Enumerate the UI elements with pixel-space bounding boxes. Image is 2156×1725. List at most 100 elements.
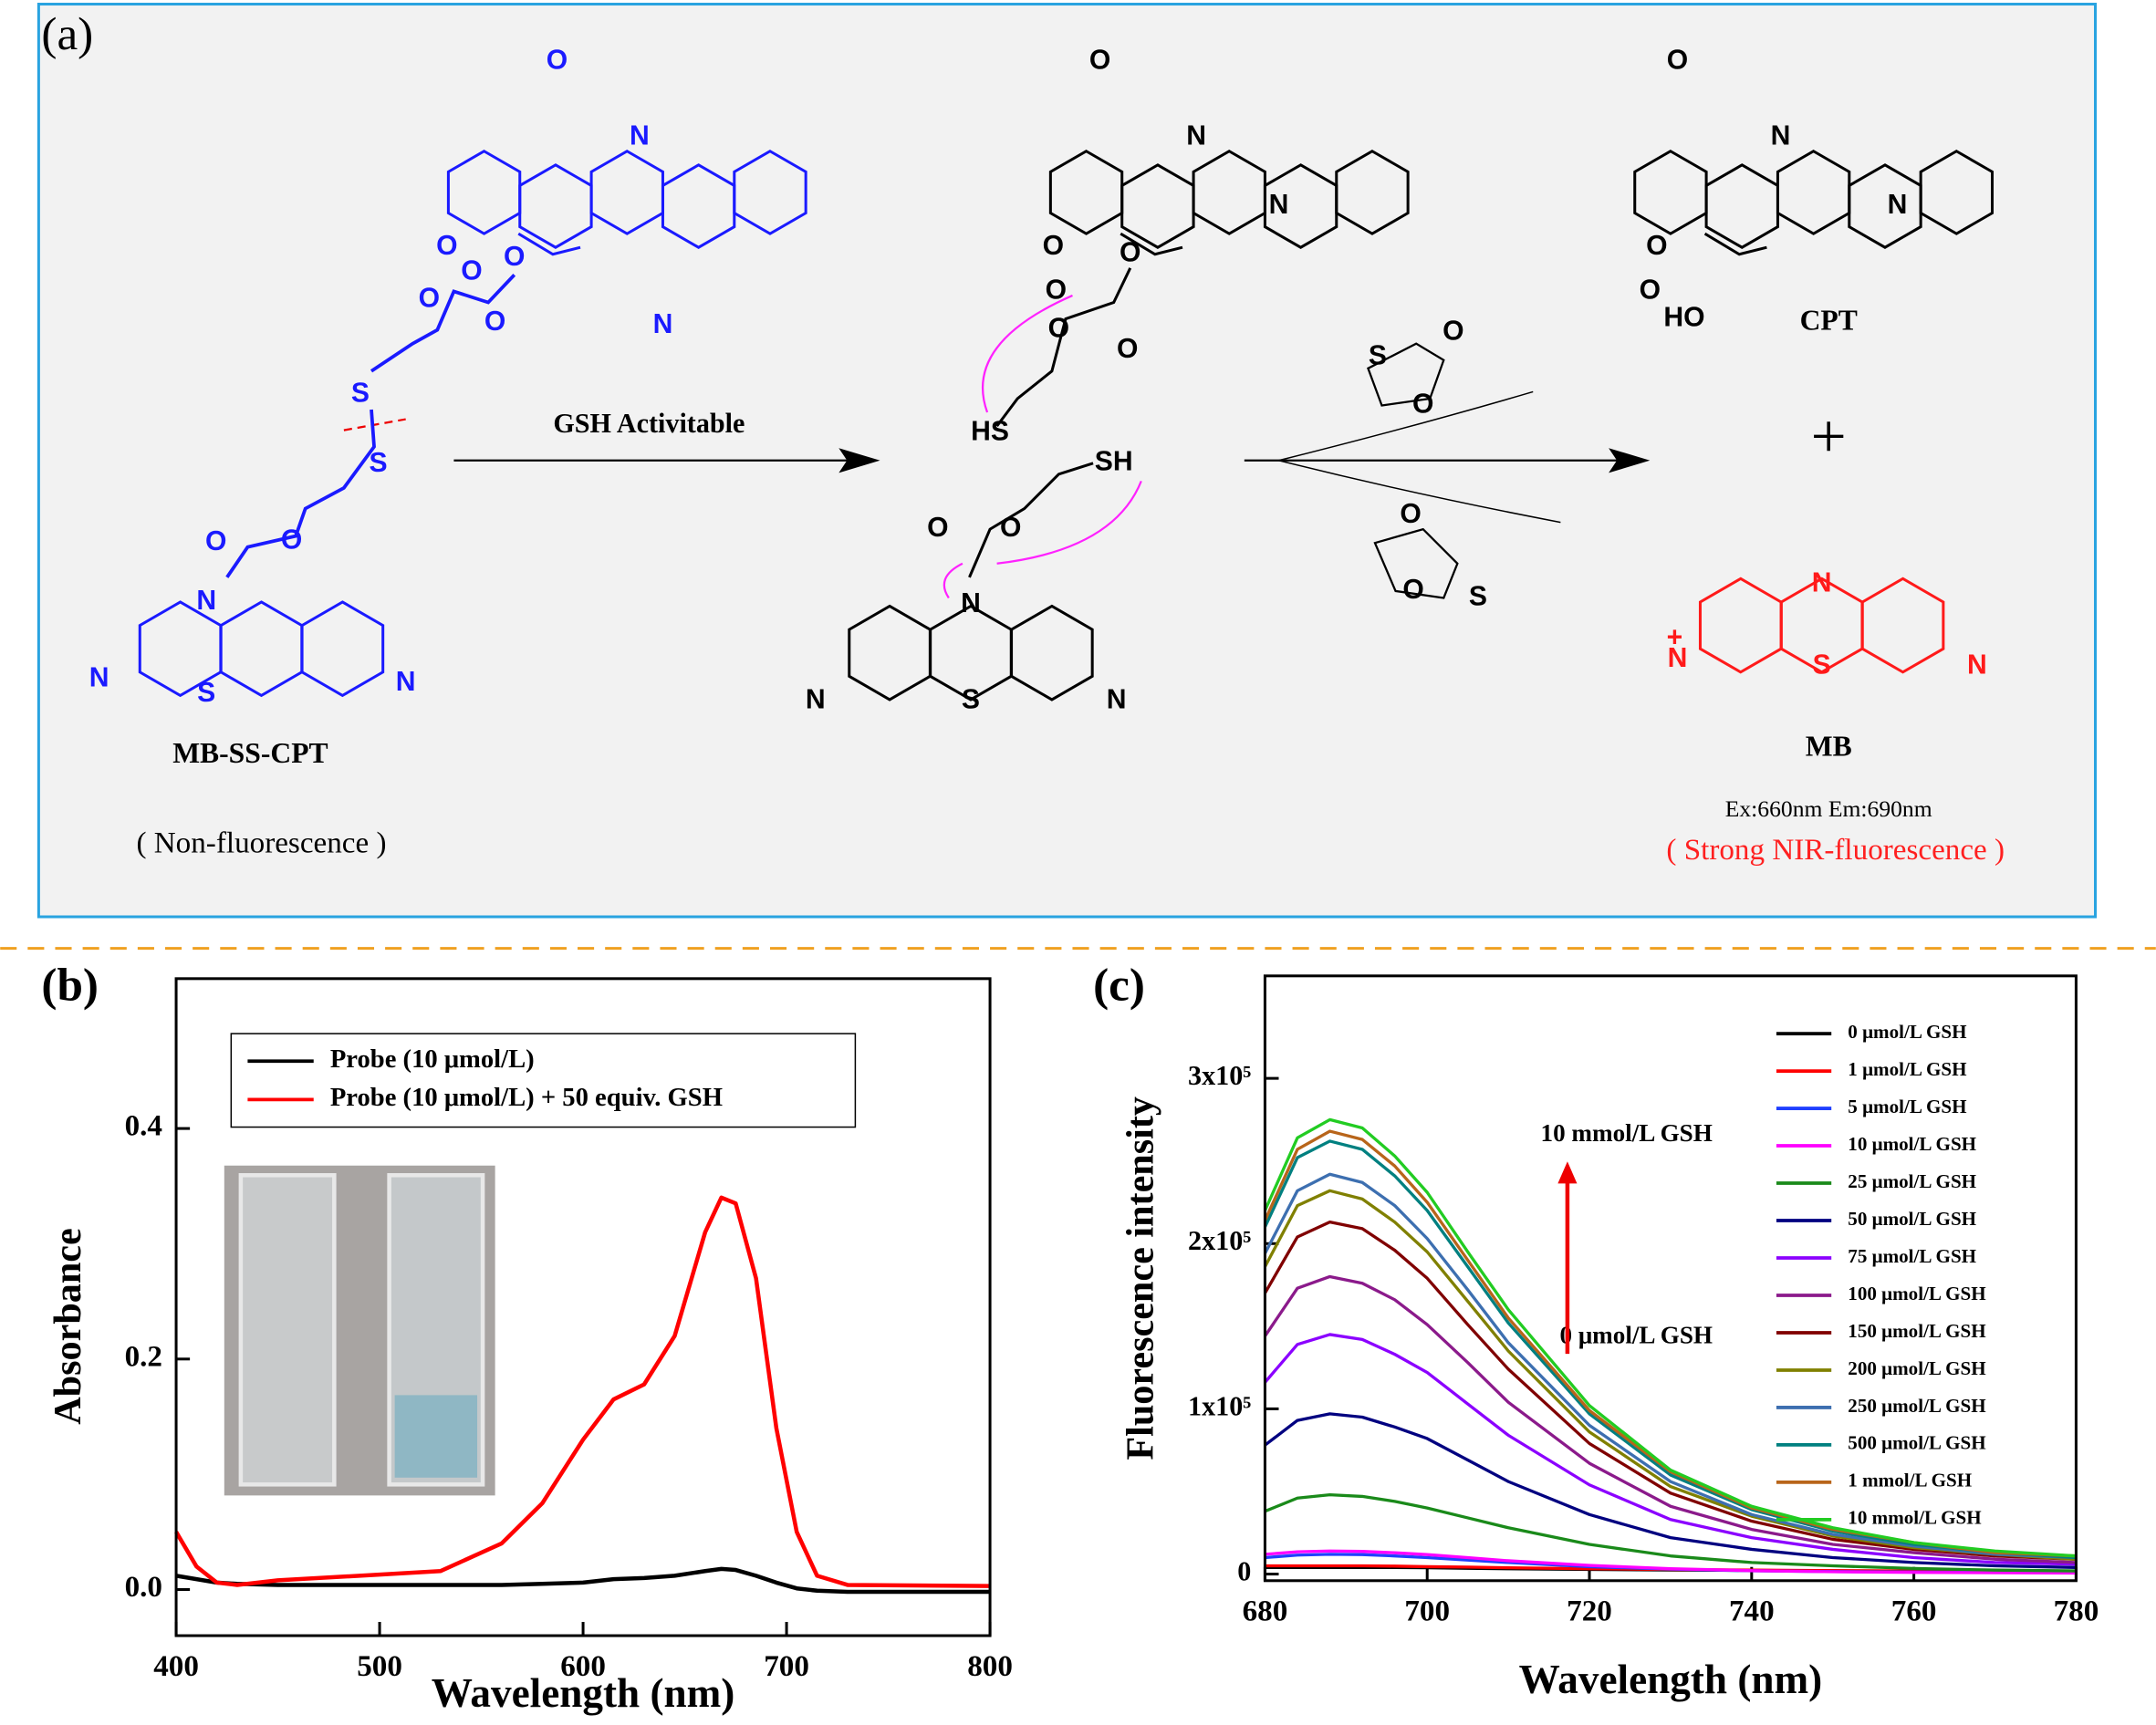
y-axis-label: Absorbance bbox=[47, 1228, 89, 1425]
atom-label: O bbox=[461, 255, 482, 286]
atom-label: N bbox=[396, 667, 416, 697]
series-line bbox=[1264, 1333, 2077, 1566]
y-tick-label: 2x10⁵ bbox=[1188, 1225, 1251, 1256]
branch-arrow bbox=[1278, 460, 1561, 524]
atom-label: O bbox=[1402, 575, 1423, 605]
blue-solution bbox=[394, 1395, 478, 1478]
atom-label: O bbox=[205, 526, 226, 556]
scheme-frame bbox=[36, 3, 2098, 919]
atom-label: O bbox=[1412, 389, 1433, 419]
atom-label: O bbox=[1000, 513, 1021, 543]
x-tick-label: 700 bbox=[764, 1649, 809, 1683]
panel-label: (c) bbox=[1093, 960, 1145, 1012]
x-tick-label: 700 bbox=[1404, 1595, 1450, 1628]
legend-label: 5 μmol/L GSH bbox=[1848, 1096, 1967, 1117]
atom-label: N bbox=[1107, 684, 1127, 714]
atom-label: O bbox=[547, 46, 568, 76]
atom-label: S bbox=[1469, 581, 1487, 611]
atom-label: N bbox=[1668, 643, 1688, 673]
series-line bbox=[1264, 1412, 2077, 1569]
compound-name: CPT bbox=[1800, 304, 1858, 336]
atom-label: N bbox=[630, 121, 650, 151]
atom-label: S bbox=[197, 678, 215, 708]
ring bbox=[1776, 150, 1851, 235]
ring bbox=[1335, 150, 1410, 235]
electron-arrow bbox=[982, 294, 1073, 413]
compound-name: MB-SS-CPT bbox=[172, 737, 328, 769]
atom-label: N bbox=[653, 309, 673, 339]
series-line bbox=[1265, 1549, 2077, 1575]
ethyl bbox=[1703, 232, 1767, 256]
ring bbox=[1860, 577, 1945, 674]
y-tick-label: 1x10⁵ bbox=[1188, 1390, 1251, 1421]
ring bbox=[1373, 527, 1459, 599]
atom-label: S bbox=[1369, 341, 1387, 371]
y-tick-label: 0.2 bbox=[125, 1339, 162, 1373]
atom-label: O bbox=[1443, 317, 1463, 347]
series-line bbox=[174, 1195, 991, 1588]
legend-label: 250 μmol/L GSH bbox=[1848, 1395, 1986, 1417]
linker bbox=[995, 267, 1132, 428]
atom-label: N bbox=[806, 684, 826, 714]
annotation-arrow-head bbox=[1557, 1161, 1578, 1184]
electron-arrow bbox=[996, 480, 1142, 565]
y-tick-label: 0.0 bbox=[125, 1570, 162, 1604]
annotation: 0 μmol/L GSH bbox=[1559, 1321, 1713, 1348]
x-tick-label: 740 bbox=[1729, 1595, 1775, 1628]
atom-label: O bbox=[1043, 231, 1064, 261]
legend-frame bbox=[230, 1033, 857, 1128]
annotation: 10 mmol/L GSH bbox=[1541, 1119, 1713, 1147]
atom-label: + bbox=[1667, 623, 1683, 653]
compound-note: ( Strong NIR-fluorescence ) bbox=[1666, 833, 2005, 867]
ring bbox=[446, 150, 522, 235]
y-tick-label: 3x10⁵ bbox=[1188, 1060, 1251, 1091]
arrow-label: GSH Activitable bbox=[553, 408, 745, 439]
ring bbox=[589, 150, 664, 235]
chart: (c) 680 700 720 740 760 780 0 1x10⁵ 2x10⁵ 3x10⁵ 0 μ… bbox=[1093, 960, 2099, 1703]
ring bbox=[1919, 150, 1995, 235]
wavelengths: Ex:660nm Em:690nm bbox=[1725, 795, 1932, 822]
atom-label: O bbox=[436, 231, 457, 261]
atom-label: O bbox=[927, 513, 948, 543]
scheme bbox=[225, 267, 1651, 599]
atom-label: O bbox=[504, 242, 525, 272]
x-tick-label: 760 bbox=[1891, 1595, 1937, 1628]
atom-label: HS bbox=[971, 417, 1009, 447]
linker bbox=[370, 274, 516, 373]
legend-label: 1 μmol/L GSH bbox=[1848, 1058, 1967, 1080]
legend-label: 25 μmol/L GSH bbox=[1848, 1170, 1976, 1192]
legend-label: Probe (10 μmol/L) + 50 equiv. GSH bbox=[330, 1083, 723, 1112]
legend-label: 0 μmol/L GSH bbox=[1848, 1021, 1967, 1043]
atom-label: N bbox=[1888, 190, 1908, 220]
atom-label: N bbox=[1269, 190, 1289, 220]
legend-label: 50 μmol/L GSH bbox=[1848, 1208, 1976, 1230]
atom-label: N bbox=[89, 662, 109, 692]
ring bbox=[1048, 150, 1124, 235]
x-tick-label: 680 bbox=[1243, 1595, 1288, 1628]
series-line bbox=[1264, 1492, 2077, 1573]
atom-label: N bbox=[961, 588, 981, 618]
cuvette bbox=[238, 1173, 337, 1487]
atom-label: S bbox=[962, 684, 980, 714]
ring bbox=[1010, 604, 1094, 701]
atom-label: O bbox=[1640, 275, 1661, 305]
arrow-head bbox=[1609, 448, 1651, 473]
atom-label: HO bbox=[1663, 303, 1704, 333]
plot-frame bbox=[174, 977, 992, 1637]
ring bbox=[733, 150, 807, 235]
compound-note: ( Non-fluorescence ) bbox=[136, 826, 386, 859]
legend-label: 200 μmol/L GSH bbox=[1848, 1357, 1986, 1379]
x-tick-label: 500 bbox=[357, 1649, 402, 1683]
series-line bbox=[1263, 1117, 2077, 1558]
atom-label: O bbox=[1120, 238, 1140, 268]
chart: (b) 400 500 600 700 800 0.0 0.2 0.4 Probe (10 μmo… bbox=[41, 960, 1013, 1717]
atom-label: O bbox=[1400, 499, 1421, 529]
atom-label: O bbox=[1048, 314, 1069, 344]
x-tick-label: 780 bbox=[2054, 1595, 2099, 1628]
ring bbox=[1367, 342, 1445, 407]
ring bbox=[1633, 150, 1708, 235]
atom-label: N bbox=[196, 586, 216, 616]
atom-label: O bbox=[1667, 46, 1688, 76]
legend-label: 150 μmol/L GSH bbox=[1848, 1320, 1986, 1342]
